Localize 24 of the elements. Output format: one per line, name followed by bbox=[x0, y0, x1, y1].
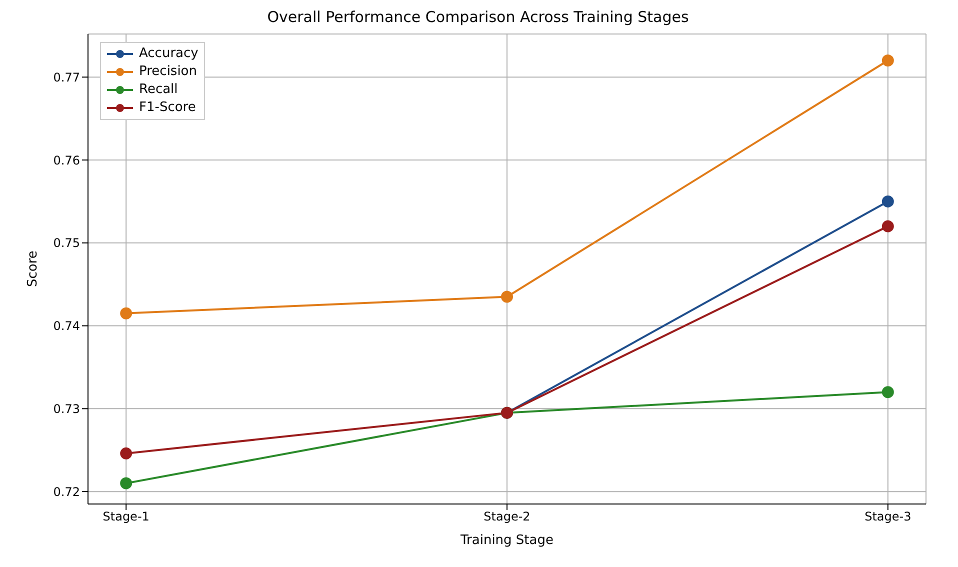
y-tick-label: 0.74 bbox=[53, 319, 80, 334]
legend-label: Accuracy bbox=[139, 45, 198, 63]
point bbox=[882, 220, 894, 232]
legend-label: F1-Score bbox=[139, 99, 196, 117]
point bbox=[501, 290, 513, 303]
point bbox=[882, 195, 894, 208]
point bbox=[882, 386, 894, 398]
x-tick-label: Stage-2 bbox=[484, 510, 530, 524]
point bbox=[882, 54, 894, 67]
chart-title: Overall Performance Comparison Across Training Stages bbox=[266, 8, 690, 28]
y-tick-label: 0.75 bbox=[53, 236, 80, 250]
y-tick-label: 0.72 bbox=[53, 484, 80, 499]
y-tick-label: 0.77 bbox=[53, 70, 80, 84]
y-tick-label: 0.76 bbox=[53, 153, 80, 168]
y-tick-label: 0.73 bbox=[53, 402, 80, 416]
legend-label: Recall bbox=[139, 81, 178, 99]
point bbox=[120, 477, 132, 490]
x-tick-label: Stage-3 bbox=[864, 510, 912, 524]
x-tick-label: Stage-1 bbox=[102, 510, 150, 524]
point bbox=[120, 307, 132, 320]
y-axis-title: Score bbox=[26, 250, 41, 287]
point bbox=[120, 447, 132, 460]
x-axis-title: Training Stage bbox=[460, 533, 554, 548]
legend-label: Precision bbox=[139, 63, 198, 81]
